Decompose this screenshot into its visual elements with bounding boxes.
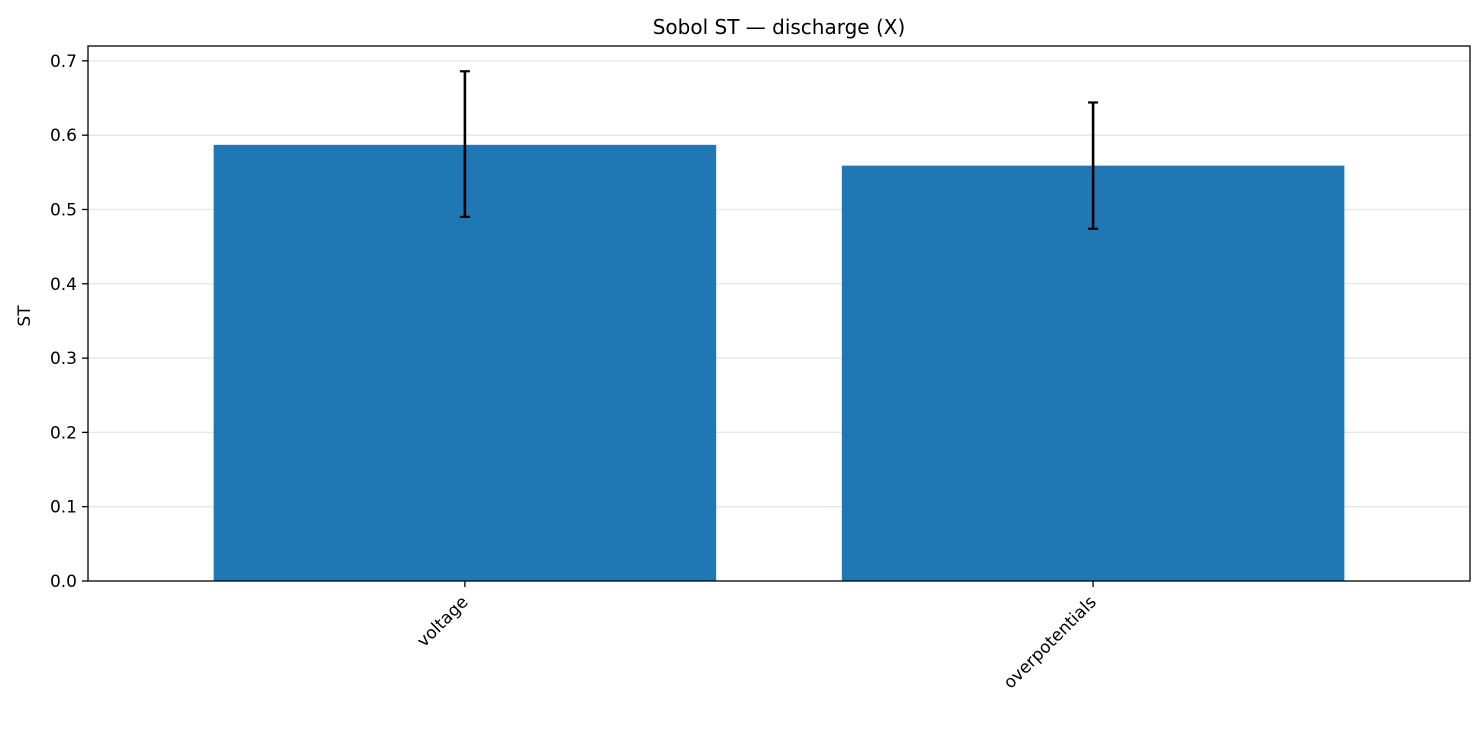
bars bbox=[213, 144, 1345, 581]
y-tick-label: 0.0 bbox=[50, 572, 77, 592]
y-axis-ticks: 0.0 0.1 0.2 0.3 0.4 0.5 0.6 0.7 bbox=[50, 52, 88, 592]
y-tick-label: 0.3 bbox=[50, 349, 77, 369]
chart-title: Sobol ST — discharge (X) bbox=[653, 15, 906, 39]
y-tick-label: 0.4 bbox=[50, 275, 77, 295]
x-tick-label: overpotentials bbox=[1000, 592, 1101, 693]
y-tick-label: 0.7 bbox=[50, 52, 77, 72]
y-tick-label: 0.1 bbox=[50, 498, 77, 518]
x-tick-label: voltage bbox=[413, 592, 472, 651]
bar-overpotentials bbox=[841, 165, 1345, 581]
y-axis-label: ST bbox=[15, 305, 35, 327]
plot-frame bbox=[87, 45, 1471, 582]
y-tick-label: 0.6 bbox=[50, 126, 77, 146]
x-axis-ticks: voltage overpotentials bbox=[413, 581, 1101, 693]
error-bars bbox=[459, 70, 1099, 230]
y-tick-label: 0.5 bbox=[50, 200, 77, 220]
y-tick-label: 0.2 bbox=[50, 423, 77, 443]
